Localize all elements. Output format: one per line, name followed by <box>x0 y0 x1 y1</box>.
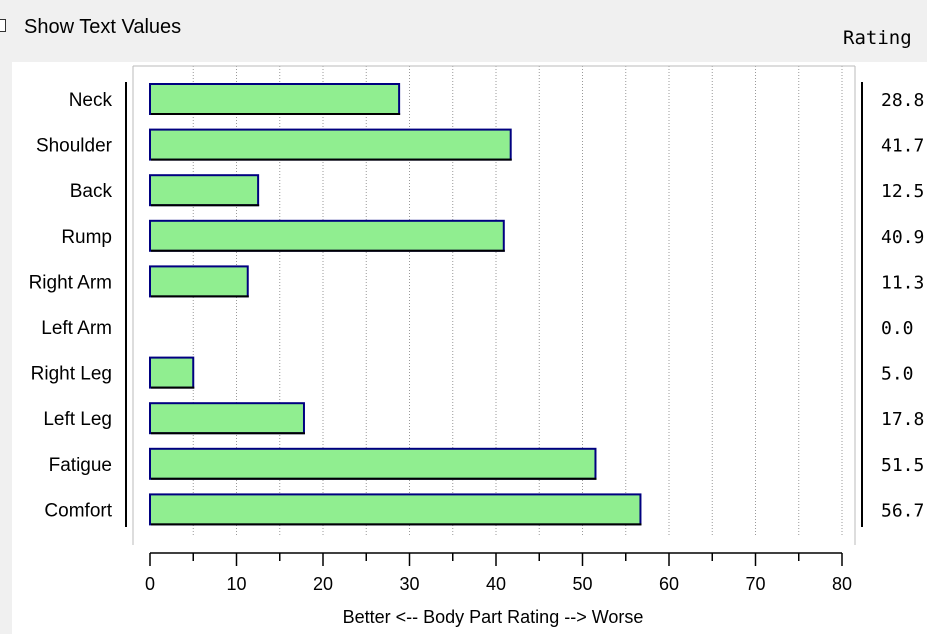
category-label: Left Leg <box>43 409 112 430</box>
bar <box>149 265 249 298</box>
value-label: 41.7 <box>881 136 924 157</box>
x-tick-label: 0 <box>145 574 155 594</box>
value-label: 51.5 <box>881 455 924 476</box>
show-text-values-checkbox[interactable] <box>0 19 6 32</box>
category-label: Right Arm <box>29 272 112 293</box>
value-label: 0.0 <box>881 318 914 339</box>
value-label: 40.9 <box>881 227 924 248</box>
bar <box>149 128 512 161</box>
x-tick-label: 60 <box>659 574 679 594</box>
x-tick-label: 80 <box>832 574 852 594</box>
value-label: 11.3 <box>881 272 924 293</box>
category-label: Comfort <box>44 500 112 521</box>
value-labels: 28.8 41.7 12.5 40.9 11.3 0.0 5.0 17.8 51.5 56.7 <box>881 90 924 521</box>
bar <box>149 174 260 207</box>
plot-frame <box>125 65 863 545</box>
rating-column-header: Rating <box>843 27 912 49</box>
show-text-values-label[interactable]: Show Text Values <box>24 16 182 38</box>
x-tick-label: 20 <box>313 574 333 594</box>
category-label: Back <box>70 181 113 202</box>
bar <box>149 493 642 526</box>
category-label: Right Leg <box>31 364 112 385</box>
x-tick-label: 10 <box>226 574 246 594</box>
value-label: 56.7 <box>881 500 924 521</box>
bar <box>149 83 401 115</box>
bar <box>149 219 505 252</box>
x-tick-label: 30 <box>399 574 419 594</box>
category-labels: Neck Shoulder Back Rump Right Arm Left Arm Rig… <box>29 90 113 521</box>
category-label: Shoulder <box>36 136 113 157</box>
category-label: Rump <box>61 227 112 248</box>
bars <box>149 83 642 526</box>
bar <box>149 447 597 480</box>
x-tick-label: 40 <box>486 574 506 594</box>
category-label: Neck <box>69 90 113 111</box>
value-label: 17.8 <box>881 409 924 430</box>
category-label: Fatigue <box>49 455 112 476</box>
value-label: 28.8 <box>881 90 924 111</box>
bar <box>149 402 305 435</box>
x-tick-label: 70 <box>745 574 765 594</box>
value-label: 12.5 <box>881 181 924 202</box>
x-axis-label: Better <-- Body Part Rating --> Worse <box>343 607 644 627</box>
category-label: Left Arm <box>41 318 112 339</box>
x-axis: 0 10 20 30 40 50 60 70 80 <box>145 552 852 594</box>
bar <box>149 356 195 389</box>
x-tick-label: 50 <box>572 574 592 594</box>
value-label: 5.0 <box>881 364 914 385</box>
top-strip: Show Text Values <box>0 0 927 65</box>
